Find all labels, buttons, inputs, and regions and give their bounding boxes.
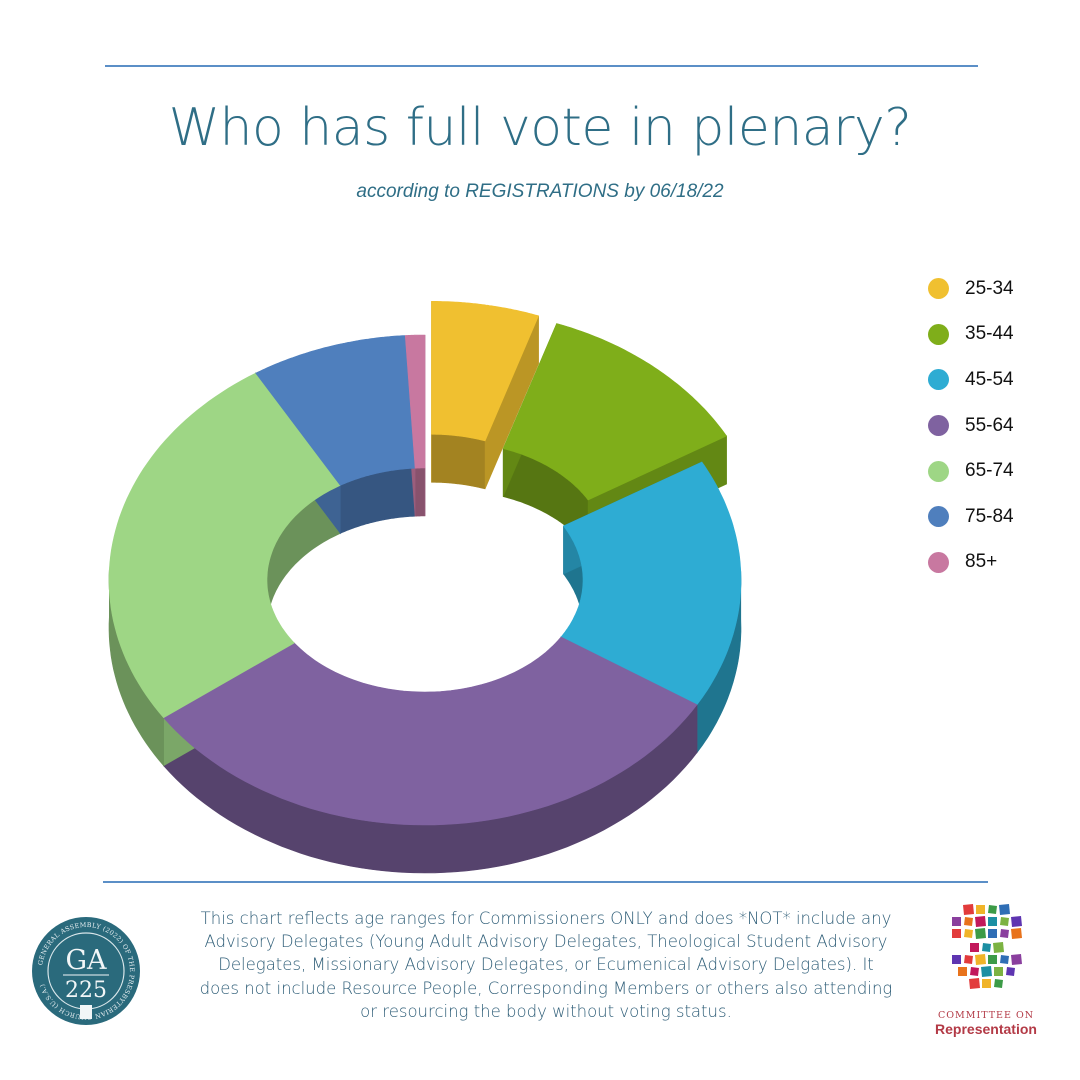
legend-swatch: [928, 460, 949, 482]
slice-inner-wall-85+: [414, 467, 426, 517]
logo-line1: COMMITTEE ON: [937, 1010, 1035, 1021]
mosaic-tile: [981, 966, 992, 977]
mosaic-tile: [963, 904, 974, 915]
chart-legend: 25-34 35-44 45-54 55-64 65-74 75-84 85+: [928, 266, 1014, 585]
legend-swatch: [928, 415, 949, 437]
legend-item: 45-54: [928, 357, 1014, 403]
mosaic-tile: [1011, 928, 1022, 939]
mosaic-cross-icon: [952, 904, 1022, 989]
mosaic-tile: [958, 967, 967, 976]
mosaic-tile: [993, 942, 1004, 953]
slice-85+: [404, 334, 426, 469]
mosaic-tile: [988, 929, 997, 938]
mosaic-tile: [975, 954, 986, 965]
legend-label: 65-74: [965, 460, 1014, 482]
slice-inner-wall-25-34: [431, 434, 486, 490]
top-divider: [105, 65, 978, 67]
legend-item: 25-34: [928, 266, 1014, 312]
legend-label: 25-34: [965, 277, 1014, 299]
committee-on-representation-logo: COMMITTEE ON Representation: [930, 903, 1042, 1037]
legend-swatch: [928, 551, 949, 573]
mosaic-tile: [970, 943, 979, 952]
mosaic-tile: [999, 904, 1010, 915]
legend-swatch: [928, 323, 949, 345]
mosaic-tile: [952, 917, 961, 926]
mosaic-tile: [1011, 916, 1022, 927]
legend-item: 35-44: [928, 312, 1014, 358]
bottom-divider: [103, 881, 988, 883]
mosaic-tile: [975, 916, 986, 927]
chart-footnote: This chart reflects age ranges for Commi…: [199, 909, 893, 1021]
svg-text:225: 225: [65, 978, 107, 1003]
mosaic-tile: [1000, 955, 1009, 964]
logo-line2: Representation: [935, 1021, 1037, 1037]
legend-label: 85+: [965, 551, 998, 573]
legend-item: 75-84: [928, 494, 1014, 540]
legend-label: 35-44: [965, 323, 1014, 345]
mosaic-tile: [994, 967, 1003, 976]
legend-swatch: [928, 369, 949, 391]
mosaic-tile: [952, 929, 961, 938]
mosaic-tile: [964, 917, 973, 926]
chart-subtitle: according to REGISTRATIONS by 06/18/22: [356, 181, 724, 202]
mosaic-tile: [1000, 929, 1009, 938]
mosaic-tile: [964, 929, 973, 938]
legend-item: 85+: [928, 540, 1014, 586]
mosaic-tile: [982, 943, 991, 952]
legend-label: 45-54: [965, 368, 1014, 390]
svg-text:GA: GA: [65, 945, 107, 976]
legend-swatch: [928, 506, 949, 528]
mosaic-tile: [1006, 967, 1015, 976]
ga225-seal-logo: GENERAL ASSEMBLY (2022) OF THE PRESBYTER…: [32, 917, 140, 1025]
mosaic-tile: [976, 905, 985, 914]
slice-35-44: [502, 323, 728, 501]
mosaic-tile: [988, 955, 997, 964]
mosaic-tile: [994, 979, 1003, 988]
slice-25-34: [431, 301, 540, 442]
legend-item: 55-64: [928, 403, 1014, 449]
mosaic-tile: [970, 967, 979, 976]
legend-swatch: [928, 278, 949, 300]
mosaic-tile: [952, 955, 961, 964]
mosaic-tile: [964, 955, 973, 964]
mosaic-tile: [982, 979, 991, 988]
donut-chart: [108, 301, 742, 874]
legend-label: 55-64: [965, 414, 1014, 436]
mosaic-tile: [975, 928, 986, 939]
mosaic-tile: [1011, 954, 1022, 965]
mosaic-tile: [988, 917, 997, 926]
chart-title: Who has full vote in plenary?: [168, 98, 912, 158]
legend-item: 65-74: [928, 448, 1014, 494]
mosaic-tile: [1000, 917, 1009, 926]
mosaic-tile: [969, 978, 980, 989]
mosaic-tile: [988, 905, 997, 914]
legend-label: 75-84: [965, 505, 1014, 527]
